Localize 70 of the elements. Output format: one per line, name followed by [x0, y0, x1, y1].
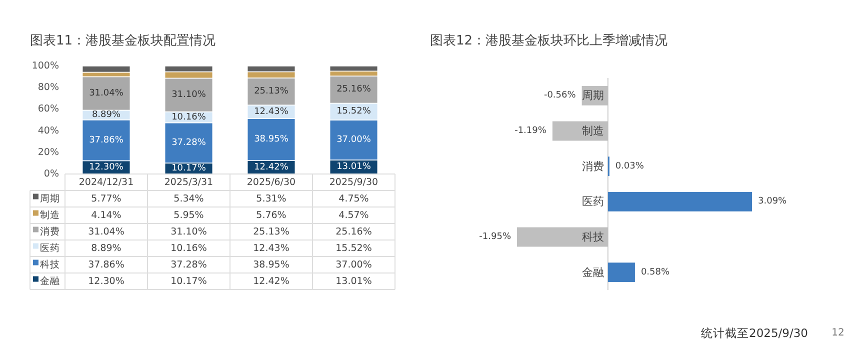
data-label: -1.19%: [514, 126, 547, 136]
data-label: 8.89%: [91, 242, 122, 254]
text: 12.30%: [89, 162, 124, 172]
data-label: -0.56%: [544, 90, 576, 101]
data-label: 25.16%: [336, 226, 372, 238]
data-label: 4.57%: [338, 210, 369, 221]
y-tick-label: 80%: [38, 82, 59, 94]
data-label: 5.76%: [256, 210, 286, 221]
text: 12.43%: [254, 106, 288, 117]
text: 12: [832, 328, 844, 338]
text: 38.95%: [254, 134, 288, 145]
text: 37.28%: [172, 138, 206, 148]
text: 37.00%: [336, 134, 371, 145]
data-label: 37.28%: [170, 259, 207, 270]
data-label: 25.13%: [253, 226, 290, 238]
text: 31.04%: [89, 88, 124, 98]
text: 13.01%: [336, 162, 371, 172]
text: 37.86%: [89, 135, 124, 146]
data-label: 12.30%: [88, 276, 124, 287]
y-tick-label: 制造: [582, 124, 604, 138]
text: 10.17%: [172, 164, 206, 174]
data-label: 31.04%: [88, 226, 124, 238]
data-label: 4.75%: [338, 193, 369, 204]
text: 15.52%: [336, 106, 371, 117]
data-label: -1.95%: [479, 232, 512, 242]
y-tick-label: 60%: [38, 104, 59, 115]
chart-title: 图表11：港股基金板块配置情况: [30, 34, 216, 48]
x-tick-label: 2025/3/31: [164, 176, 214, 188]
bar: [82, 66, 131, 73]
data-label: 5.95%: [174, 210, 204, 221]
y-tick-label: 医药: [582, 195, 604, 208]
text: 31.10%: [172, 90, 206, 100]
y-tick-label: 20%: [38, 146, 59, 158]
data-label: 5.34%: [174, 193, 204, 204]
data-label: 37.86%: [88, 259, 124, 270]
data-label: 12.42%: [253, 276, 290, 287]
data-label: 13.01%: [336, 276, 372, 287]
bar: [608, 192, 752, 212]
x-tick-label: 2025/6/30: [246, 176, 296, 188]
data-label: 15.52%: [336, 242, 372, 254]
data-label: 4.14%: [91, 210, 122, 221]
data-label: 0.58%: [640, 267, 670, 278]
x-tick-label: 2025/9/30: [329, 176, 378, 188]
text: 10.16%: [172, 112, 206, 122]
y-tick-label: 周期: [582, 89, 604, 102]
text: 8.89%: [92, 110, 121, 120]
data-label: 0.03%: [615, 161, 644, 172]
chart-title: 图表12：港股基金板块环比上季增减情况: [430, 34, 668, 48]
y-tick-label: 0%: [44, 168, 59, 180]
data-label: 38.95%: [253, 259, 290, 270]
bar: [608, 262, 635, 282]
data-label: 5.77%: [91, 193, 122, 204]
data-label: 31.10%: [170, 226, 207, 238]
data-label: 5.31%: [256, 193, 286, 204]
data-label: 3.09%: [758, 196, 788, 207]
data-label: 37.00%: [336, 259, 372, 270]
y-tick-label: 金融: [582, 266, 604, 279]
text: 25.16%: [336, 84, 371, 95]
data-label: 10.17%: [170, 276, 207, 287]
y-tick-label: 消费: [582, 160, 604, 173]
y-tick-label: 科技: [582, 230, 604, 244]
y-tick-label: 40%: [38, 125, 59, 136]
text: 12.42%: [254, 162, 288, 172]
x-tick-label: 2024/12/31: [78, 176, 134, 188]
text: 统计截至2025/9/30: [701, 326, 808, 340]
bar: [517, 227, 608, 247]
text: 25.13%: [254, 86, 288, 97]
data-label: 10.16%: [170, 242, 207, 254]
y-tick-label: 100%: [32, 60, 59, 72]
data-label: 12.43%: [253, 242, 290, 254]
